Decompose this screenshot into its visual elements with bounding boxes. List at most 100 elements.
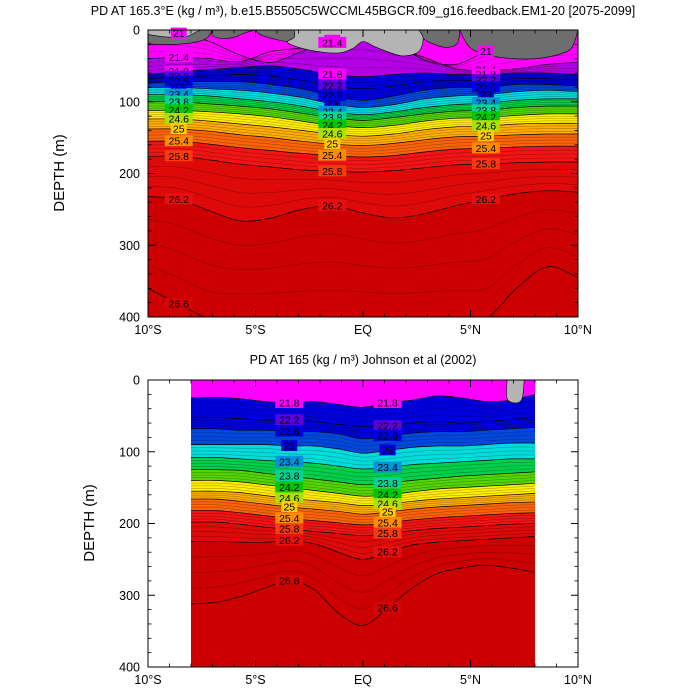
contour-label-bg bbox=[373, 488, 402, 500]
isopycnal-minor-line bbox=[148, 70, 578, 83]
isopycnal-minor-line bbox=[190, 460, 536, 474]
contour-label: 25.4 bbox=[322, 150, 343, 162]
x-tick-label: 10°N bbox=[564, 673, 592, 687]
contour-label: 25.8 bbox=[322, 166, 343, 178]
panel-bottom-title: PD AT 165 (kg / m³) Johnson et al (2002) bbox=[250, 353, 477, 367]
isopycnal-line-25 bbox=[148, 128, 578, 146]
isopycnal-line-25-8 bbox=[190, 521, 536, 537]
isopycnal-minor-line bbox=[148, 228, 578, 270]
y-tick-label: 300 bbox=[119, 239, 140, 253]
isopycnal-minor-line bbox=[190, 485, 536, 502]
isopycnal-line-21-8 bbox=[148, 65, 578, 77]
y-tick-label: 0 bbox=[133, 374, 140, 388]
isopycnal-line-22-6 bbox=[148, 81, 578, 101]
contour-label: 23.8 bbox=[279, 471, 300, 483]
contour-label: 22.2 bbox=[279, 415, 300, 427]
isopycnal-minor-line bbox=[190, 450, 536, 462]
contour-label: 22.6 bbox=[377, 430, 398, 442]
contour-label-bg bbox=[164, 75, 193, 87]
contour-label: 21.8 bbox=[377, 397, 398, 409]
isopycnal-minor-line bbox=[148, 209, 578, 246]
land-mask-5 bbox=[286, 30, 424, 57]
isopycnal-minor-line bbox=[148, 97, 578, 118]
isopycnal-line-22-2 bbox=[148, 74, 578, 90]
contour-label-bg bbox=[318, 79, 347, 91]
isopycnal-line-25-4 bbox=[190, 510, 536, 526]
panel-bottom-contour-lines bbox=[190, 394, 536, 626]
isopycnal-line-26-2 bbox=[148, 190, 578, 222]
isopycnal-minor-line bbox=[191, 439, 536, 450]
isopycnal-minor-line bbox=[190, 474, 536, 491]
contour-label-bg bbox=[471, 193, 500, 205]
contour-label-bg bbox=[318, 90, 347, 102]
y-tick-label: 200 bbox=[119, 167, 140, 181]
contour-label: 21.8 bbox=[279, 397, 300, 409]
panel-top-y-axis: 0 100 200 300 400 bbox=[119, 24, 578, 325]
isopycnal-minor-line bbox=[190, 494, 536, 511]
isopycnal-minor-line bbox=[190, 501, 536, 518]
contour-label-bg bbox=[373, 602, 402, 614]
panel-top-y-label: DEPTH (m) bbox=[51, 134, 68, 212]
x-tick-label: 5°S bbox=[245, 323, 265, 337]
isopycnal-minor-line bbox=[190, 466, 536, 482]
isopycnal-minor-line bbox=[148, 82, 578, 103]
contour-label: 26.2 bbox=[168, 194, 189, 206]
panel-top-fill bbox=[148, 30, 578, 317]
isopycnal-minor-line bbox=[148, 58, 578, 73]
contour-label-bg bbox=[164, 193, 193, 205]
contour-label-bg bbox=[275, 414, 304, 426]
isopycnal-line-23 bbox=[191, 442, 536, 454]
y-tick-label: 100 bbox=[119, 445, 140, 459]
isopycnal-minor-line bbox=[148, 68, 578, 80]
contour-label: 24.6 bbox=[168, 113, 189, 125]
contour-label-bg bbox=[471, 104, 500, 116]
contour-label-bg bbox=[164, 150, 193, 162]
contour-label: 21 bbox=[480, 46, 492, 58]
isopycnal-minor-line bbox=[190, 518, 536, 534]
contour-label: 23 bbox=[283, 441, 295, 453]
contour-label-bg bbox=[373, 396, 402, 408]
isopycnal-minor-line bbox=[148, 96, 578, 117]
contour-label-bg bbox=[275, 523, 304, 535]
contour-label-bg bbox=[164, 95, 193, 107]
contour-label: 26.2 bbox=[377, 547, 398, 559]
contour-label: 25.8 bbox=[279, 524, 300, 536]
isopycnal-minor-line bbox=[148, 114, 578, 133]
contour-label: 24.2 bbox=[279, 482, 300, 494]
isopycnal-minor-line bbox=[190, 435, 536, 447]
contour-label-bg bbox=[275, 492, 304, 504]
contour-label: 25 bbox=[480, 131, 492, 143]
isopycnal-minor-line bbox=[190, 533, 536, 554]
isopycnal-minor-line bbox=[190, 472, 536, 488]
contour-label: 24.6 bbox=[322, 129, 343, 141]
isopycnal-minor-line bbox=[190, 482, 536, 499]
isopycnal-line-25 bbox=[190, 498, 536, 515]
panel-top-contour-labels: 21212121.421.421.421.821.821.822.222.222… bbox=[164, 27, 500, 311]
contour-label-bg bbox=[373, 516, 402, 528]
contour-label: 21 bbox=[173, 28, 185, 40]
contour-label-bg bbox=[275, 425, 304, 437]
isopycnal-line-23-8 bbox=[190, 469, 536, 486]
isopycnal-line-22-6 bbox=[190, 427, 536, 440]
contour-label-bg bbox=[275, 396, 304, 408]
isopycnal-minor-line bbox=[148, 77, 578, 95]
isopycnal-line-26-6 bbox=[148, 266, 578, 317]
isopycnal-minor-line bbox=[190, 504, 536, 520]
contour-label-bg bbox=[373, 546, 402, 558]
isopycnal-minor-line bbox=[148, 131, 578, 149]
contour-label-bg bbox=[281, 500, 298, 512]
contour-label: 23.8 bbox=[377, 478, 398, 490]
isopycnal-minor-line bbox=[190, 424, 536, 436]
contour-label-bg bbox=[373, 419, 402, 431]
contour-label-bg bbox=[275, 481, 304, 493]
contour-label-bg bbox=[471, 97, 500, 109]
isopycnal-line-23 bbox=[148, 86, 578, 108]
isopycnal-minor-line bbox=[190, 507, 536, 523]
contour-label-bg bbox=[281, 440, 298, 452]
contour-label-bg bbox=[164, 88, 193, 100]
contour-label: 22.2 bbox=[322, 80, 343, 92]
contour-label-bg bbox=[170, 81, 187, 93]
panel-top-title: PD AT 165.3°E (kg / m³), b.e15.B5505C5WC… bbox=[91, 4, 635, 18]
contour-label: 26.2 bbox=[476, 194, 497, 206]
isopycnal-line-24-2 bbox=[148, 109, 578, 128]
